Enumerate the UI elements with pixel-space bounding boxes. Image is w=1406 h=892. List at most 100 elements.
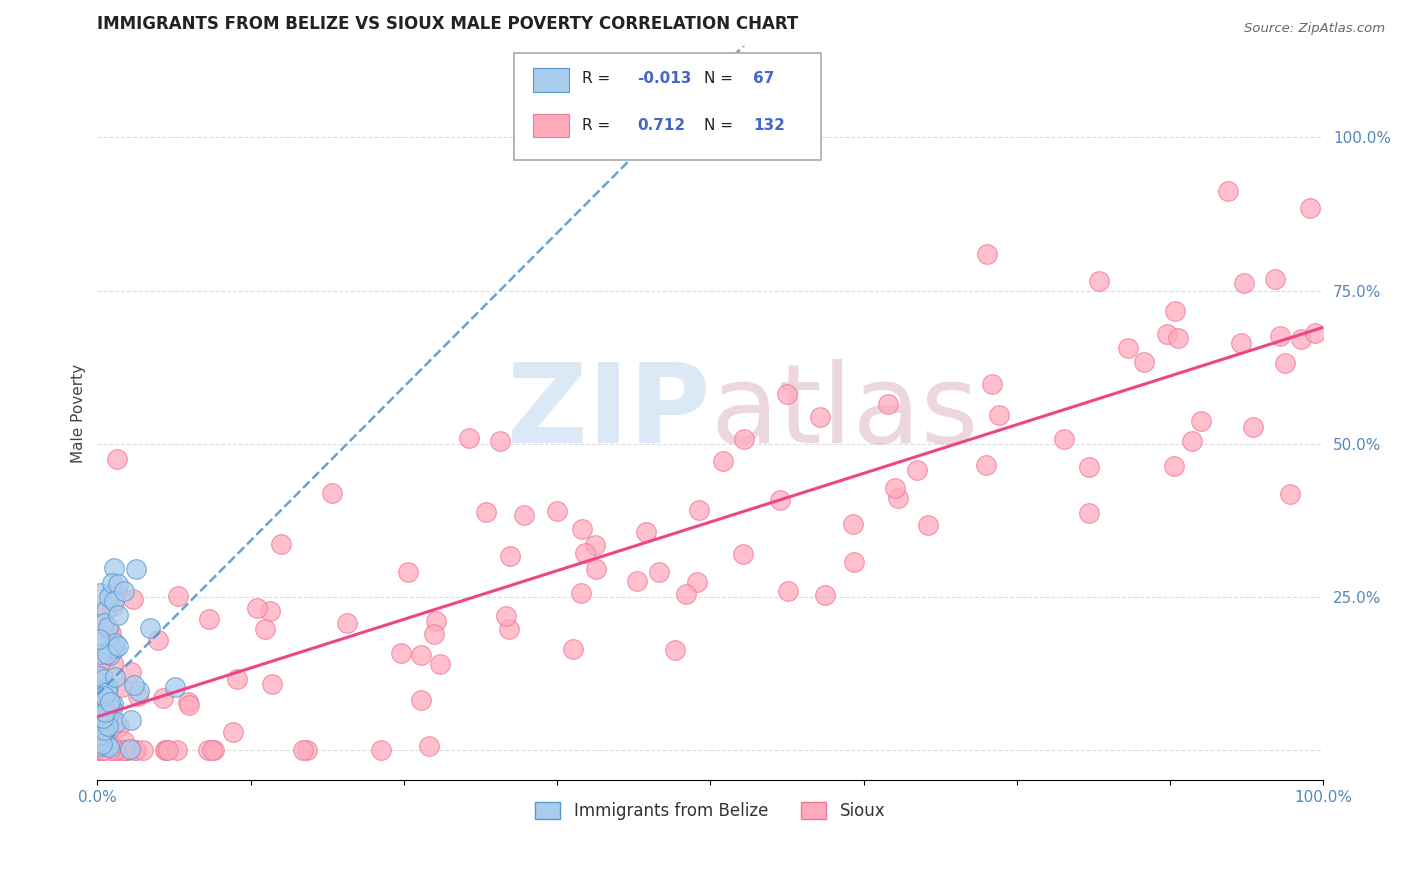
Point (104, 742, 127, 756)
Point (89, 669, 111, 683)
Point (105, 585, 128, 599)
Point (1181, 434, 1204, 448)
Point (97, 698, 120, 713)
Point (291, 742, 314, 756)
Point (87, 729, 110, 743)
Point (423, 627, 446, 641)
Point (87, 657, 110, 672)
Point (1270, 329, 1292, 343)
Text: R =: R = (582, 71, 610, 87)
Point (713, 454, 735, 468)
Text: N =: N = (704, 118, 733, 133)
Point (89, 728, 111, 742)
Point (89, 728, 111, 742)
Point (974, 458, 997, 472)
Legend: Immigrants from Belize, Sioux: Immigrants from Belize, Sioux (529, 796, 891, 827)
Point (90, 739, 112, 753)
Point (1230, 335, 1253, 350)
Point (429, 657, 451, 672)
Point (96, 684, 118, 698)
Point (489, 434, 512, 448)
Point (101, 742, 124, 756)
Point (733, 432, 755, 446)
Point (97, 708, 120, 723)
Point (91, 737, 114, 751)
Point (115, 742, 138, 756)
FancyBboxPatch shape (533, 69, 569, 92)
Point (1303, 326, 1326, 340)
Point (89, 742, 111, 756)
Point (107, 639, 129, 653)
Point (117, 742, 139, 756)
Point (93, 742, 115, 756)
Point (495, 609, 517, 624)
Point (100, 625, 122, 640)
Text: Source: ZipAtlas.com: Source: ZipAtlas.com (1244, 22, 1385, 36)
Point (87, 709, 110, 723)
Point (98, 648, 121, 663)
Point (122, 592, 145, 607)
Point (94, 714, 117, 729)
Point (120, 665, 142, 680)
Text: N =: N = (704, 71, 733, 87)
Point (201, 742, 224, 756)
FancyBboxPatch shape (533, 114, 569, 137)
Point (1233, 276, 1256, 290)
Point (89, 647, 111, 661)
Point (418, 739, 440, 753)
Point (87, 742, 110, 756)
Point (259, 604, 281, 618)
Point (153, 742, 176, 756)
Point (103, 599, 125, 614)
Point (87, 705, 110, 719)
Point (96, 685, 118, 699)
Point (93, 689, 115, 703)
Point (100, 641, 122, 656)
Point (1274, 356, 1296, 370)
Point (675, 587, 697, 601)
Point (97, 719, 120, 733)
Point (905, 463, 928, 477)
Point (104, 641, 127, 656)
Point (574, 546, 596, 560)
Point (166, 589, 188, 603)
Point (583, 539, 606, 553)
Point (981, 376, 1004, 391)
Point (776, 387, 799, 401)
Point (1163, 459, 1185, 474)
Point (90, 710, 112, 724)
Point (91, 742, 114, 756)
Point (93, 677, 115, 691)
Point (295, 742, 318, 756)
Point (177, 695, 200, 709)
Point (107, 719, 129, 733)
Point (89, 586, 111, 600)
Point (253, 622, 276, 636)
Point (96, 722, 118, 736)
Point (107, 577, 129, 591)
Point (105, 452, 128, 467)
Point (877, 397, 900, 411)
Point (87, 632, 110, 647)
Point (93, 723, 115, 738)
Point (103, 698, 125, 712)
Point (90, 694, 112, 708)
Point (100, 695, 122, 709)
Text: 0.712: 0.712 (637, 118, 685, 133)
Point (101, 701, 124, 715)
Point (571, 523, 593, 537)
Point (585, 561, 607, 575)
Point (389, 646, 412, 660)
FancyBboxPatch shape (515, 53, 821, 160)
Point (321, 486, 343, 500)
Point (1088, 274, 1111, 288)
Point (165, 681, 187, 695)
Point (475, 506, 498, 520)
Point (808, 409, 831, 424)
Point (87, 706, 110, 721)
Point (104, 636, 127, 650)
Point (97, 708, 120, 723)
Point (87, 734, 110, 748)
Point (370, 742, 392, 756)
Point (87, 699, 110, 714)
